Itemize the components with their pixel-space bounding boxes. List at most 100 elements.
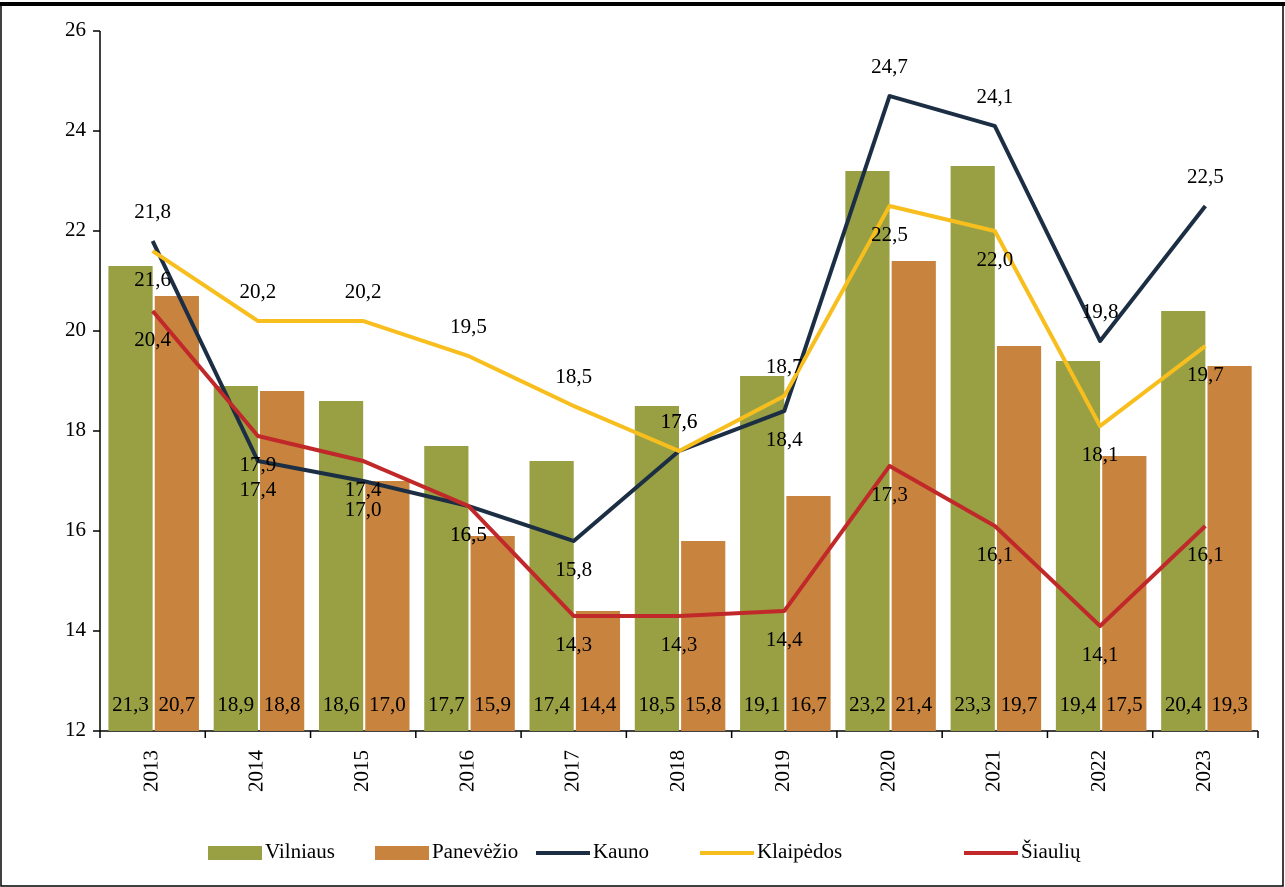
data-label: 22,0 [976,247,1013,271]
bar [996,346,1042,731]
data-label: 18,9 [217,692,254,716]
data-label: 17,4 [533,692,570,716]
bar [845,171,890,731]
data-label: 16,5 [450,522,487,546]
x-tick-label: 2023 [1191,750,1215,792]
bar [213,386,258,731]
bar [740,376,785,731]
legend-label: Šiaulių [1021,839,1081,863]
data-label: 19,7 [1001,692,1038,716]
bar [575,611,621,731]
data-label: 23,2 [849,692,886,716]
data-label: 22,5 [1187,164,1224,188]
data-label: 18,1 [1082,442,1119,466]
x-tick-label: 2021 [981,750,1005,792]
bar [891,261,936,731]
y-tick-label: 16 [65,517,86,541]
data-label: 17,4 [345,477,382,501]
bar [634,406,679,731]
line [151,309,1207,628]
data-label: 14,3 [555,632,592,656]
data-label: 18,8 [264,692,301,716]
data-label: 19,1 [744,692,781,716]
data-label: 20,4 [1165,692,1202,716]
y-tick-label: 14 [65,617,87,641]
legend-swatch [375,846,429,860]
data-label: 15,8 [685,692,722,716]
data-label: 19,5 [450,314,487,338]
data-label: 24,7 [871,54,908,78]
y-tick-label: 26 [65,17,86,41]
bar [1102,456,1147,731]
x-tick-label: 2022 [1086,750,1110,792]
data-label: 14,1 [1082,642,1119,666]
data-label: 23,3 [954,692,991,716]
data-label: 18,4 [766,427,803,451]
data-label: 20,2 [240,279,277,303]
data-label: 18,5 [639,692,676,716]
bar [1207,366,1252,731]
y-tick-label: 24 [65,117,87,141]
bar [260,391,305,731]
data-label: 21,3 [112,692,149,716]
legend-swatch [208,846,262,860]
bar [681,541,726,731]
legend-label: Klaipėdos [757,839,842,863]
data-label: 15,9 [474,692,511,716]
bar [786,496,831,731]
x-tick-label: 2013 [138,750,162,792]
y-tick-label: 18 [65,417,86,441]
data-label: 16,7 [790,692,827,716]
x-tick-label: 2016 [454,750,478,792]
x-tick-label: 2019 [770,750,794,792]
data-label: 22,5 [871,222,908,246]
y-tick-label: 22 [65,217,86,241]
data-label: 14,3 [661,632,698,656]
x-tick-label: 2014 [244,750,268,793]
data-label: 21,8 [134,199,171,223]
data-label: 20,7 [158,692,195,716]
data-label: 24,1 [976,84,1013,108]
data-label: 20,2 [345,279,382,303]
data-label: 17,6 [661,409,698,433]
bar [950,166,995,731]
data-label: 19,8 [1082,299,1119,323]
bar [154,296,199,731]
legend-label: Vilniaus [265,839,335,863]
legend-label: Kauno [593,839,649,863]
bar [529,461,574,731]
data-label: 17,9 [240,452,277,476]
data-label: 19,4 [1060,692,1097,716]
x-tick-label: 2017 [560,750,584,792]
line [151,204,1207,453]
data-label: 19,7 [1187,362,1224,386]
data-label: 17,5 [1106,692,1143,716]
data-label: 17,4 [240,477,277,501]
data-label: 21,4 [895,692,932,716]
data-label: 17,6 [661,409,698,433]
data-label: 17,0 [369,692,406,716]
data-label: 17,0 [345,497,382,521]
bar [1161,311,1206,731]
data-label: 15,8 [555,557,592,581]
data-label: 16,1 [976,542,1013,566]
x-tick-label: 2015 [349,750,373,792]
data-label: 20,4 [134,327,171,351]
bar [365,481,410,731]
bar [470,536,515,731]
data-label: 18,6 [323,692,360,716]
bar [1055,361,1101,731]
data-label: 14,4 [580,692,617,716]
bar [424,446,469,731]
data-label: 19,3 [1211,692,1248,716]
data-label: 17,3 [871,482,908,506]
data-label: 18,7 [766,354,803,378]
data-label: 16,1 [1187,542,1224,566]
data-label: 14,4 [766,627,803,651]
y-tick-label: 12 [65,717,86,741]
bar [108,266,153,731]
x-tick-label: 2018 [665,750,689,792]
y-tick-label: 20 [65,317,86,341]
data-label: 21,6 [134,267,171,291]
